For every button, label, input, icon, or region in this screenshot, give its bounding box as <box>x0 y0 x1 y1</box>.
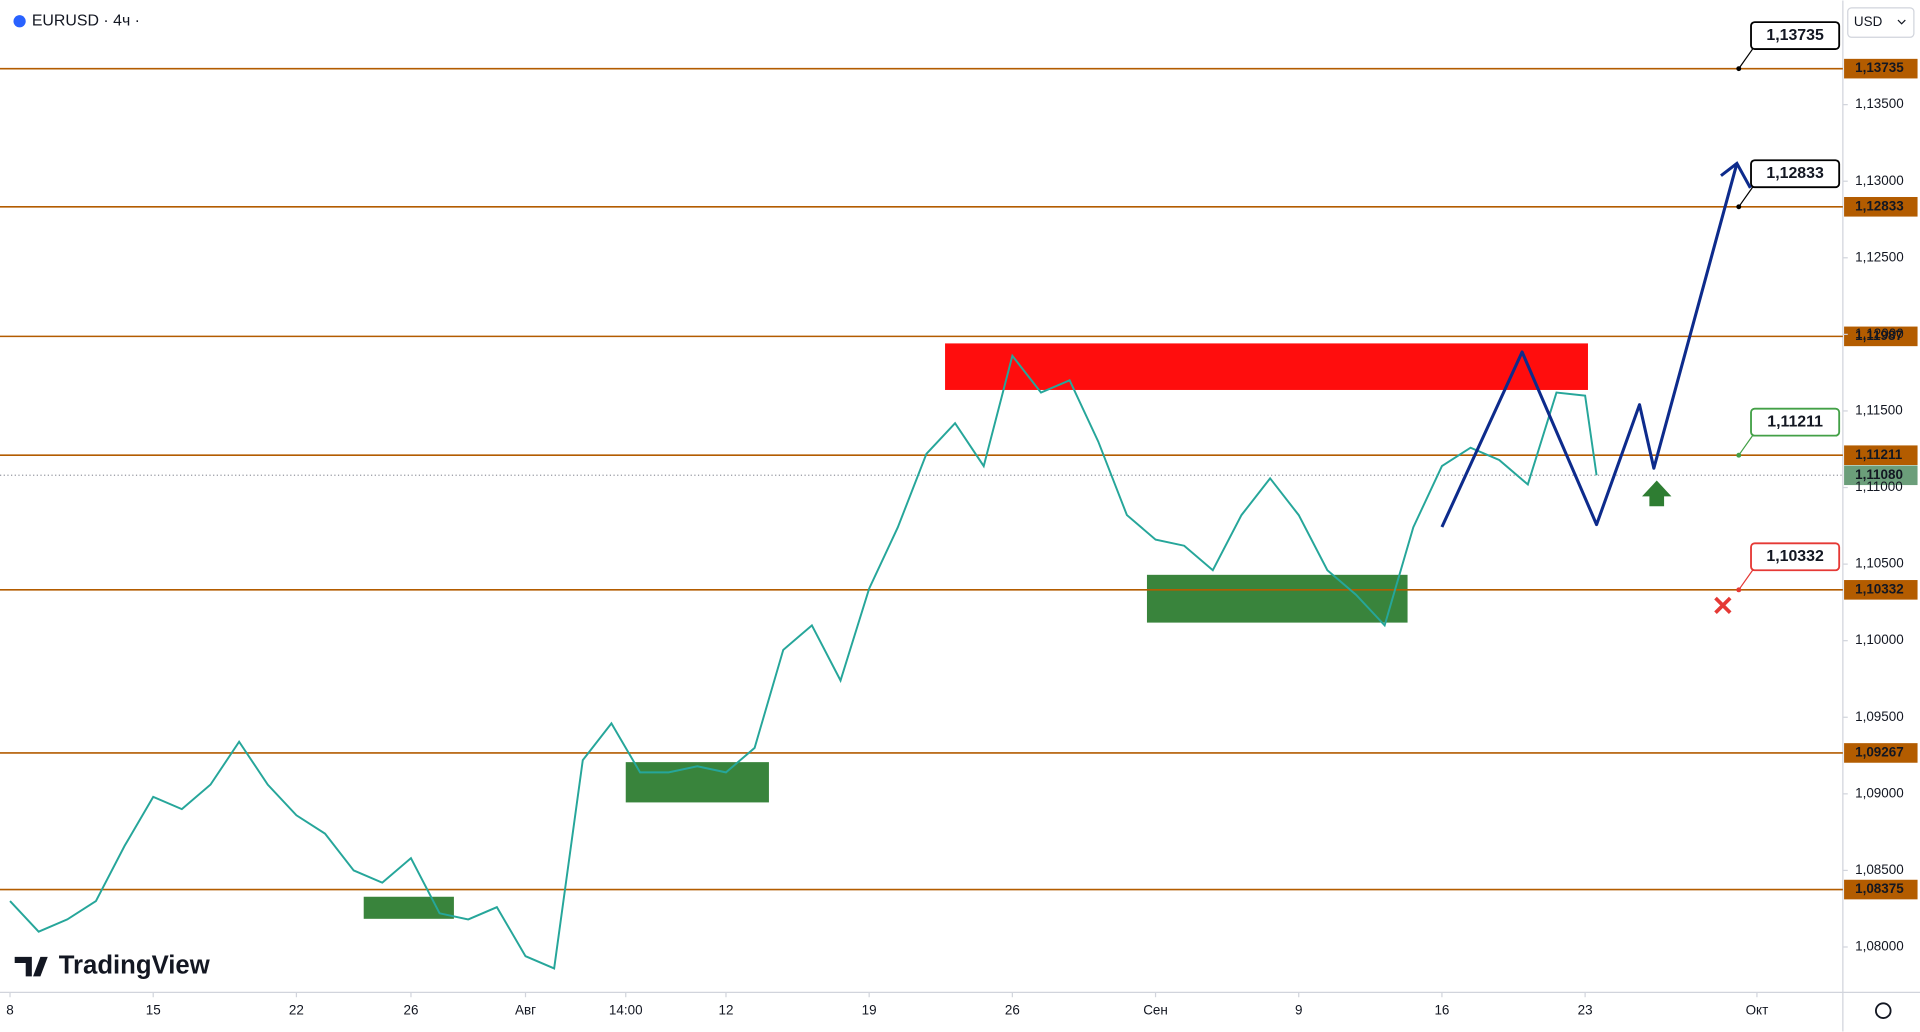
x-tick-label: Окт <box>1746 1002 1769 1017</box>
callout-pointer <box>1738 434 1754 456</box>
y-tick-label: 1,08000 <box>1855 939 1904 954</box>
callout-label: 1,11211 <box>1767 413 1823 430</box>
symbol-icon <box>13 15 26 28</box>
callout-label: 1,12833 <box>1766 165 1824 182</box>
y-tick-label: 1,13500 <box>1855 96 1904 111</box>
axes: 1,13500 1,13000 1,12500 1,12000 1,11500 1,110… <box>6 96 1903 1017</box>
x-tick-label: Авг <box>515 1002 536 1017</box>
level-label: 1,11211 <box>1855 447 1903 462</box>
callout-label: 1,10332 <box>1766 548 1824 565</box>
level-label: 1,13735 <box>1855 60 1904 75</box>
y-tick-label: 1,09000 <box>1855 785 1904 800</box>
level-tag <box>1844 580 1918 600</box>
current-price-tag <box>1844 465 1918 486</box>
zone <box>1146 574 1408 623</box>
level-label: 1,12833 <box>1855 198 1904 213</box>
stop-cross <box>1714 596 1732 615</box>
level-label: 1,09267 <box>1855 745 1904 760</box>
level-tag <box>1844 445 1918 466</box>
level-tag <box>1844 196 1918 217</box>
callout-pointer <box>1738 568 1754 591</box>
price-line <box>9 353 1598 970</box>
x-tick-label: 26 <box>403 1002 418 1017</box>
callout-pointer <box>1738 185 1754 208</box>
y-tick-label: 1,13000 <box>1855 173 1904 188</box>
y-tick-label: 1,12000 <box>1855 326 1904 341</box>
x-tick-label: 22 <box>289 1002 304 1017</box>
x-tick-label: 23 <box>1578 1002 1593 1017</box>
callout-box <box>1750 159 1841 189</box>
brand: TradingView <box>59 951 211 979</box>
level-tag <box>1844 743 1918 763</box>
y-tick-label: 1,10000 <box>1855 632 1904 647</box>
callout-label: 1,13735 <box>1766 27 1824 44</box>
level-label: 1,10332 <box>1855 581 1904 596</box>
callout-box <box>1750 542 1841 572</box>
x-tick-label: 26 <box>1005 1002 1020 1017</box>
current-price-label: 1,11080 <box>1855 467 1903 482</box>
y-tick-label: 1,11500 <box>1855 403 1903 418</box>
projection-arrowhead <box>1720 161 1752 189</box>
callout-pointer <box>1738 47 1754 69</box>
zone <box>945 343 1588 390</box>
x-tick-label: 9 <box>1295 1002 1302 1017</box>
settings-icon[interactable] <box>1875 1002 1892 1019</box>
level-label: 1,11987 <box>1855 328 1903 343</box>
zones <box>363 343 1588 919</box>
x-tick-label: 8 <box>6 1002 13 1017</box>
x-tick-label: 14:00 <box>609 1002 643 1017</box>
levels: 1,13735 1,13735 1,12833 1,12833 1,11987 1,112… <box>0 21 1918 900</box>
up-arrow <box>1642 480 1672 507</box>
y-tick-label: 1,12500 <box>1855 249 1904 264</box>
y-tick-label: 1,09500 <box>1855 709 1904 724</box>
x-tick-label: 16 <box>1434 1002 1449 1017</box>
projection <box>1440 161 1752 528</box>
callout-box <box>1750 21 1841 50</box>
callout-dot <box>1736 587 1742 593</box>
zone <box>625 762 769 803</box>
x-tick-label: 12 <box>718 1002 733 1017</box>
currency: USD <box>1854 14 1883 29</box>
level-label: 1,08375 <box>1855 881 1904 896</box>
x-tick-label: Сен <box>1143 1002 1168 1017</box>
logo-mark <box>14 956 48 977</box>
x-tick-label: 15 <box>146 1002 161 1017</box>
series <box>9 353 1598 970</box>
projection-path <box>1440 163 1739 528</box>
level-tag <box>1844 326 1918 347</box>
level-tag <box>1844 58 1918 79</box>
currency-caret <box>1897 19 1906 25</box>
currency-button[interactable] <box>1847 7 1915 38</box>
y-tick-label: 1,10500 <box>1855 556 1904 571</box>
logo: TradingView <box>14 951 211 979</box>
callout-dot <box>1736 204 1742 210</box>
level-tag <box>1844 879 1918 900</box>
y-tick-label: 1,08500 <box>1855 862 1904 877</box>
x-tick-label: 19 <box>862 1002 877 1017</box>
callout-box <box>1750 407 1841 437</box>
callout-dot <box>1736 66 1742 72</box>
y-tick-label: 1,11000 <box>1855 479 1903 494</box>
symbol-title: EURUSD · 4ч · <box>32 13 140 30</box>
callout-dot <box>1736 452 1742 458</box>
zone <box>363 896 454 919</box>
